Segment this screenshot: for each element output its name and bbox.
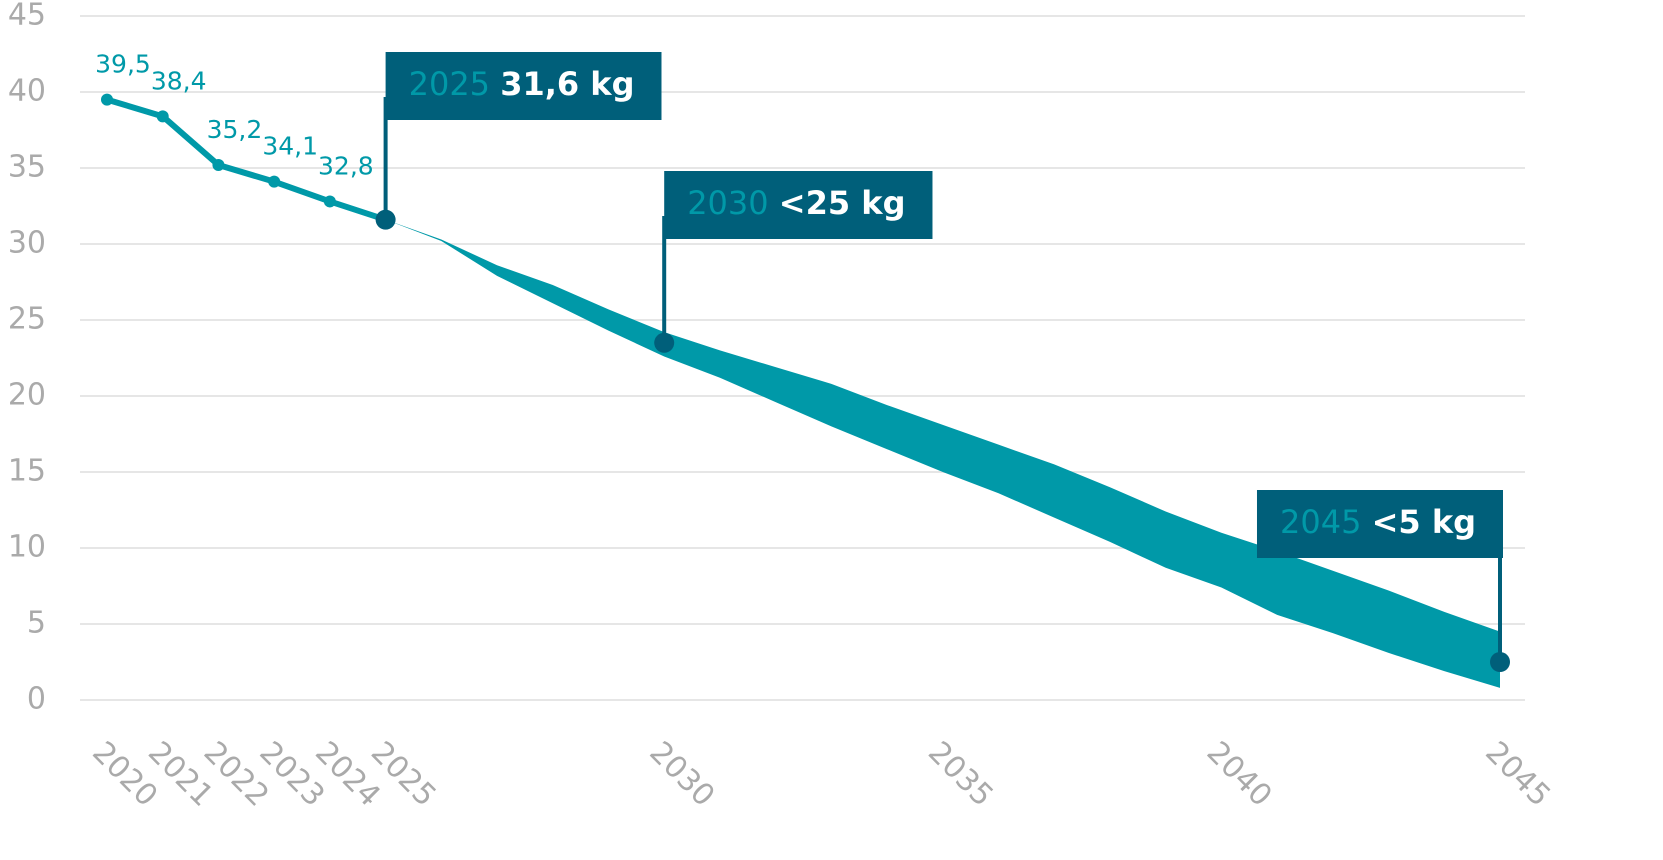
annotation-box — [1256, 490, 1503, 558]
y-tick-label: 5 — [27, 606, 46, 641]
x-tick-label: 2023 — [252, 735, 331, 814]
data-label: 34,1 — [262, 132, 318, 161]
annotation-text: 2025 31,6 kg — [409, 65, 635, 103]
annotation-point — [375, 209, 396, 230]
annotation-year: 2025 — [409, 65, 490, 103]
band-area — [385, 219, 1501, 688]
annotation-point — [1490, 652, 1510, 672]
x-tick-label: 2025 — [364, 735, 443, 814]
data-label: 39,5 — [95, 50, 151, 79]
y-tick-label: 0 — [27, 682, 46, 717]
x-tick-label: 2045 — [1478, 735, 1557, 814]
annotation: 2030 <25 kg — [654, 171, 933, 353]
annotation-box — [664, 171, 933, 239]
annotation-year: 2045 — [1280, 503, 1361, 541]
y-tick-label: 20 — [8, 378, 46, 413]
line-point — [212, 158, 225, 171]
line-point — [156, 110, 169, 123]
x-tick-label: 2024 — [308, 735, 387, 814]
annotation: 2045 <5 kg — [1256, 490, 1510, 672]
annotation-year: 2030 — [687, 184, 768, 222]
y-tick-label: 15 — [8, 454, 46, 489]
data-label: 32,8 — [318, 151, 374, 180]
annotation-label: <5 kg — [1372, 503, 1476, 541]
line-point — [101, 93, 113, 106]
line — [106, 96, 387, 223]
annotation-box — [385, 52, 662, 120]
x-tick-label: 2030 — [643, 735, 722, 814]
x-tick-label: 2040 — [1200, 735, 1279, 814]
x-tick-label: 2020 — [85, 735, 164, 814]
y-tick-label: 10 — [8, 530, 46, 565]
data-label: 35,2 — [207, 115, 263, 144]
annotation-text: 2045 <5 kg — [1280, 503, 1476, 541]
y-tick-label: 35 — [8, 150, 46, 185]
annotation-point — [654, 332, 675, 353]
x-tick-label: 2022 — [197, 735, 276, 814]
line-point — [323, 195, 336, 208]
line-point — [268, 175, 281, 188]
x-tick-label: 2035 — [921, 735, 1000, 814]
annotation: 2025 31,6 kg — [375, 52, 662, 230]
annotation-label: 31,6 kg — [500, 65, 634, 103]
data-label: 38,4 — [151, 66, 207, 95]
y-tick-label: 45 — [8, 0, 46, 33]
y-tick-label: 25 — [8, 302, 46, 337]
x-tick-label: 2021 — [141, 735, 220, 814]
y-tick-label: 40 — [8, 74, 46, 109]
annotation-label: <25 kg — [779, 184, 906, 222]
y-tick-label: 30 — [8, 226, 46, 261]
annotation-text: 2030 <25 kg — [687, 184, 905, 222]
